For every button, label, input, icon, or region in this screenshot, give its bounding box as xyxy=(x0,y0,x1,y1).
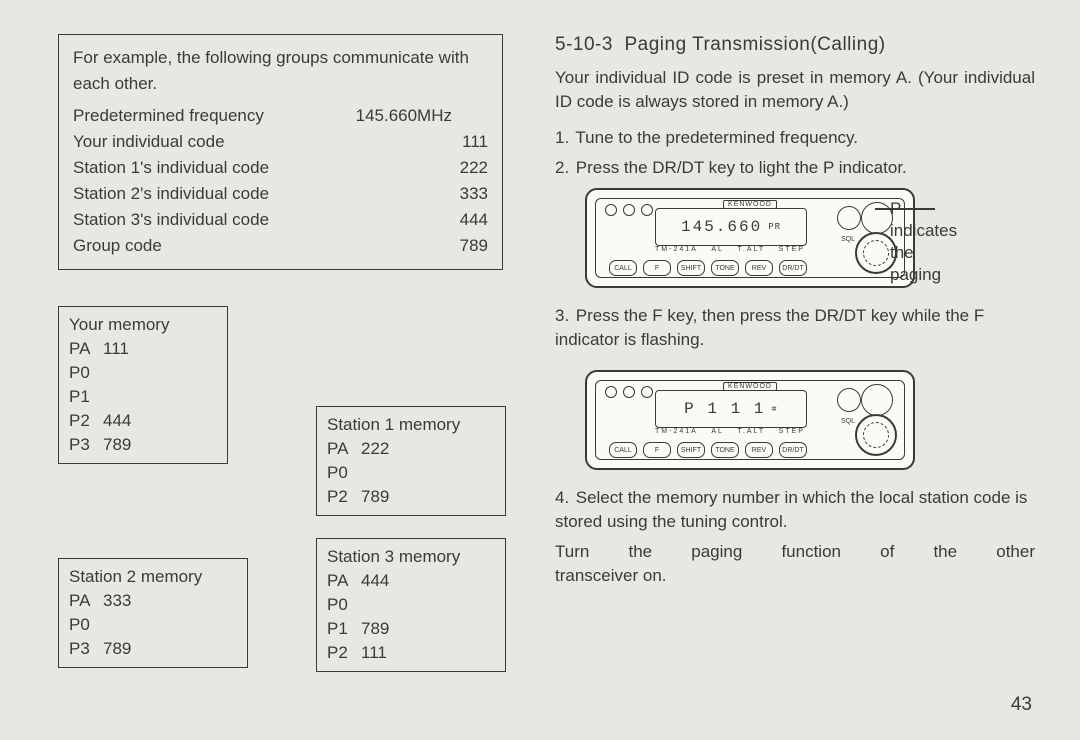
kv-val: 333 xyxy=(460,181,488,207)
indicator-leds xyxy=(605,204,653,216)
step-3: 3. Press the F key, then press the DR/DT… xyxy=(555,304,1035,352)
kv-val: 789 xyxy=(460,233,488,259)
memory-box-s3: Station 3 memory PA444 P0 P1789 P2111 xyxy=(316,538,506,672)
memory-row: PA333 xyxy=(69,589,237,613)
left-column: For example, the following groups commun… xyxy=(58,34,518,270)
kv-row: Group code 789 xyxy=(73,233,488,259)
knob-icon xyxy=(837,206,861,230)
sql-label: SQL xyxy=(841,236,855,243)
kv-key: Group code xyxy=(73,233,162,259)
memory-row: PA444 xyxy=(327,569,495,593)
button-row: CALL F SHIFT TONE REV DR/DT xyxy=(609,442,807,458)
memory-row: P0 xyxy=(69,613,237,637)
page: For example, the following groups commun… xyxy=(0,0,1080,740)
kv-row: Predetermined frequency 145.660MHz xyxy=(73,103,488,129)
memory-row: P2444 xyxy=(69,409,217,433)
right-column: 5-10-3 Paging Transmission(Calling) Your… xyxy=(555,34,1035,600)
memory-box-your: Your memory PA111 P0 P1 P2444 P3789 xyxy=(58,306,228,464)
button-row: CALL F SHIFT TONE REV DR/DT xyxy=(609,260,807,276)
memory-box-s1: Station 1 memory PA222 P0 P2789 xyxy=(316,406,506,516)
memory-row: P0 xyxy=(327,593,495,617)
kv-val: 145.660MHz xyxy=(356,103,488,129)
example-frame: For example, the following groups commun… xyxy=(58,34,503,270)
kv-row: Station 1's individual code 222 xyxy=(73,155,488,181)
memory-row: P0 xyxy=(327,461,495,485)
step-1: 1. Tune to the predetermined frequency. xyxy=(555,126,1035,150)
memory-row: PA111 xyxy=(69,337,217,361)
closing-line-1: Turn the paging function of the other xyxy=(555,540,1035,564)
section-name: Paging Transmission(Calling) xyxy=(624,34,885,55)
memory-row: P0 xyxy=(69,361,217,385)
kv-key: Station 2's individual code xyxy=(73,181,269,207)
memory-box-s2: Station 2 memory PA333 P0 P3789 xyxy=(58,558,248,668)
step-2: 2. Press the DR/DT key to light the P in… xyxy=(555,156,1035,180)
memory-title: Station 2 memory xyxy=(69,565,237,589)
indicator-leds xyxy=(605,386,653,398)
radio-illustration-1: KENWOOD 145.660 PR TM-241AALT.ALTSTEP SQ… xyxy=(585,188,915,288)
kv-key: Station 3's individual code xyxy=(73,207,269,233)
intro-paragraph: Your individual ID code is preset in mem… xyxy=(555,66,1035,114)
kv-row: Station 3's individual code 444 xyxy=(73,207,488,233)
radio-display: P 1 1 1 ✲ xyxy=(655,390,807,428)
knob-icon xyxy=(837,388,861,412)
kv-row: Station 2's individual code 333 xyxy=(73,181,488,207)
kv-row: Your individual code 111 xyxy=(73,129,488,155)
panel-labels: TM-241AALT.ALTSTEP xyxy=(655,428,805,435)
kv-val: 111 xyxy=(462,129,488,155)
memory-title: Your memory xyxy=(69,313,217,337)
example-intro: For example, the following groups commun… xyxy=(73,45,488,97)
memory-title: Station 3 memory xyxy=(327,545,495,569)
page-number: 43 xyxy=(1011,694,1032,716)
section-number: 5-10-3 xyxy=(555,34,613,55)
kv-val: 444 xyxy=(460,207,488,233)
p-callout: P indicates the paging xyxy=(890,198,970,286)
memory-row: P2789 xyxy=(327,485,495,509)
section-title: 5-10-3 Paging Transmission(Calling) xyxy=(555,34,1035,56)
kv-key: Station 1's individual code xyxy=(73,155,269,181)
memory-row: PA222 xyxy=(327,437,495,461)
memory-row: P3789 xyxy=(69,433,217,457)
kv-key: Your individual code xyxy=(73,129,225,155)
knob-icon xyxy=(861,384,893,416)
kv-key: Predetermined frequency xyxy=(73,103,264,129)
memory-title: Station 1 memory xyxy=(327,413,495,437)
panel-labels: TM-241AALT.ALTSTEP xyxy=(655,246,805,253)
memory-row: P3789 xyxy=(69,637,237,661)
closing-line-2: transceiver on. xyxy=(555,564,1035,588)
connector-icon xyxy=(855,414,897,456)
memory-row: P1 xyxy=(69,385,217,409)
radio-illustration-2: KENWOOD P 1 1 1 ✲ TM-241AALT.ALTSTEP SQL… xyxy=(585,370,915,470)
kv-val: 222 xyxy=(460,155,488,181)
sql-label: SQL xyxy=(841,418,855,425)
knob-icon xyxy=(861,202,893,234)
memory-row: P2111 xyxy=(327,641,495,665)
step-4: 4. Select the memory number in which the… xyxy=(555,486,1035,534)
radio-display: 145.660 PR xyxy=(655,208,807,246)
memory-row: P1789 xyxy=(327,617,495,641)
